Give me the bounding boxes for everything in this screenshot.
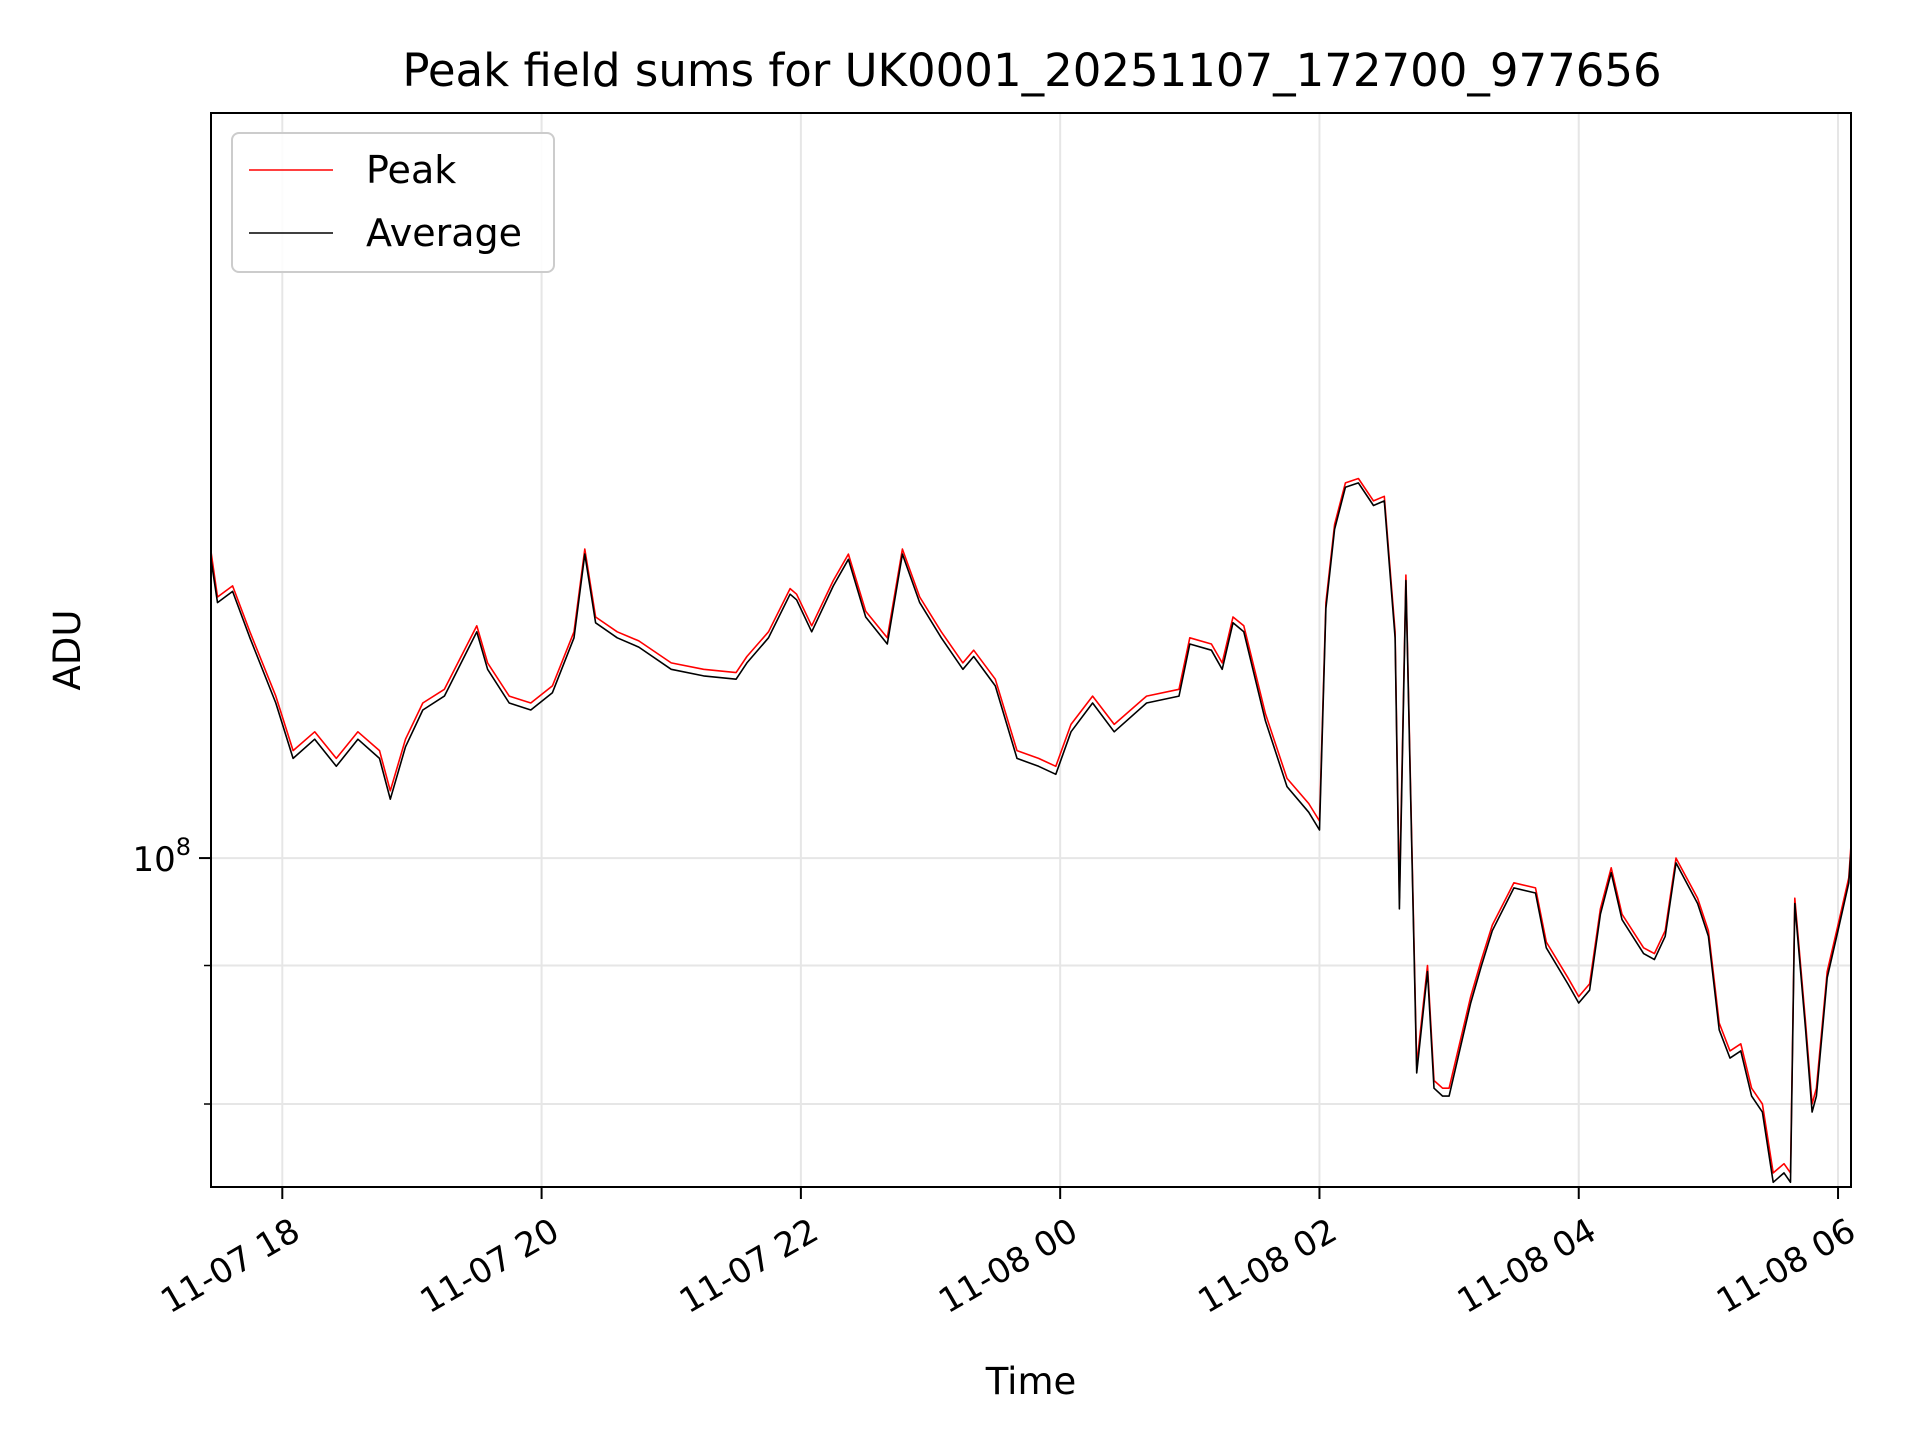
chart-title: Peak field sums for UK0001_20251107_1727… bbox=[402, 44, 1661, 97]
y-tick-base: 10 bbox=[132, 840, 175, 880]
x-axis-label: Time bbox=[985, 1360, 1077, 1403]
grid-layer bbox=[211, 113, 1851, 1187]
legend: Peak Average bbox=[231, 132, 555, 273]
plot-layer bbox=[211, 477, 1851, 1184]
y-tick-label: 108 bbox=[132, 833, 191, 880]
series-line-average bbox=[211, 482, 1851, 1184]
legend-label-average: Average bbox=[366, 211, 522, 255]
legend-label-peak: Peak bbox=[366, 148, 456, 192]
y-axis-label: ADU bbox=[46, 610, 89, 691]
plot-frame bbox=[210, 112, 1852, 1188]
y-ticks: 108 bbox=[132, 833, 211, 1105]
y-tick-exponent: 8 bbox=[176, 833, 191, 861]
legend-box bbox=[231, 132, 555, 273]
series-line-peak bbox=[211, 477, 1851, 1174]
